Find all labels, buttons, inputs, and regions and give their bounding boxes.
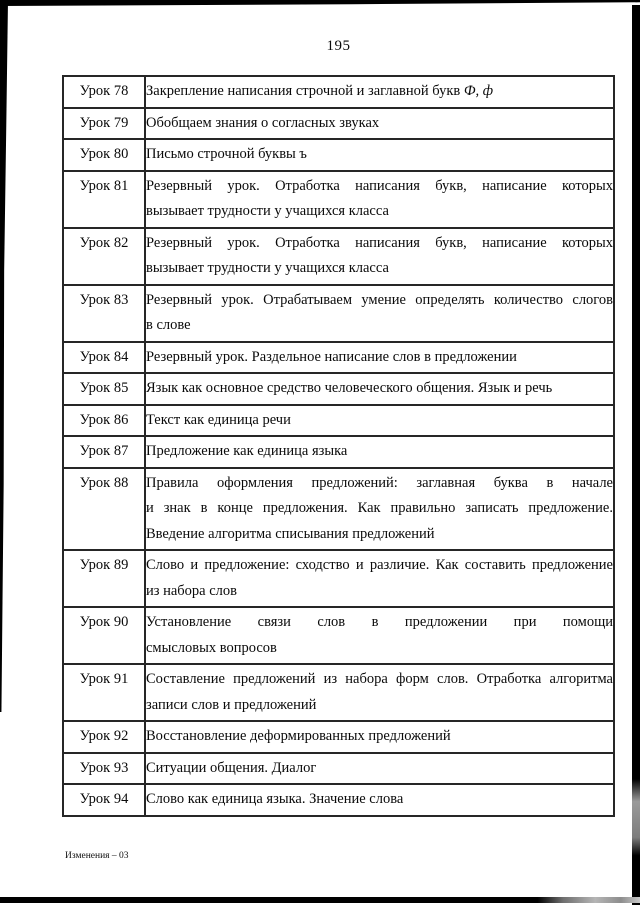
description-line: Текст как единица речи bbox=[146, 411, 291, 428]
lesson-number-cell: Урок 92 bbox=[62, 720, 146, 754]
italic-letters: Ф, ф bbox=[463, 83, 494, 99]
lesson-description-cell: Обобщаем знания о согласных звуках bbox=[144, 106, 615, 140]
table-row: Урок 92 Восстановление деформированных п… bbox=[62, 720, 615, 754]
lesson-number-cell: Урок 79 bbox=[62, 106, 146, 140]
lesson-number-cell: Урок 89 bbox=[62, 549, 146, 608]
table-row: Урок 94 Слово как единица языка. Значени… bbox=[62, 783, 615, 817]
lesson-number-cell: Урок 78 bbox=[62, 75, 146, 109]
lesson-number-cell: Урок 82 bbox=[62, 226, 146, 286]
description-line: Составление предложений из набора форм с… bbox=[146, 671, 613, 687]
lesson-description-cell: Восстановление деформированных предложен… bbox=[144, 720, 615, 754]
table-row: Урок 79 Обобщаем знания о согласных звук… bbox=[62, 106, 615, 140]
description-line: в слове bbox=[146, 317, 191, 333]
description-line: Резервный урок. Отработка написания букв… bbox=[146, 234, 613, 251]
lesson-number-cell: Урок 90 bbox=[62, 606, 146, 665]
lesson-number-cell: Урок 88 bbox=[62, 466, 146, 551]
table-row: Урок 81 Резервный урок. Отработка написа… bbox=[62, 169, 615, 229]
table-row: Урок 80 Письмо строчной буквы ъ bbox=[62, 138, 615, 172]
lesson-number-cell: Урок 85 bbox=[62, 372, 146, 406]
lesson-number-cell: Урок 91 bbox=[62, 663, 146, 722]
description-line: и знак в конце предложения. Как правильн… bbox=[146, 500, 613, 516]
description-line: Правила оформления предложений: заглавна… bbox=[146, 474, 613, 491]
description-line: Слово и предложение: сходство и различие… bbox=[146, 557, 613, 573]
lesson-description-cell: Язык как основное средство человеческого… bbox=[144, 372, 615, 406]
scan-edge-right bbox=[632, 5, 640, 905]
description-line: Введение алгоритма списывания предложени… bbox=[146, 525, 435, 542]
description-line: Восстановление деформированных предложен… bbox=[146, 728, 451, 744]
description-line: Резервный урок. Раздельное написание сло… bbox=[146, 348, 517, 365]
description-line: Резервный урок. Отрабатываем умение опре… bbox=[146, 291, 613, 308]
lesson-description-cell: Слово как единица языка. Значение слова bbox=[144, 783, 615, 817]
table-row: Урок 83 Резервный урок. Отрабатываем уме… bbox=[62, 283, 615, 343]
table-row: Урок 78 Закрепление написания строчной и… bbox=[62, 75, 615, 109]
lesson-number-cell: Урок 86 bbox=[62, 403, 146, 437]
lesson-description-cell: Ситуации общения. Диалог bbox=[144, 751, 615, 785]
description-line: Предложение как единица языка bbox=[146, 443, 348, 459]
scan-edge-left bbox=[0, 0, 8, 712]
lesson-description-cell: Предложение как единица языка bbox=[144, 435, 615, 469]
lesson-description-cell: Резервный урок. Раздельное написание сло… bbox=[144, 340, 615, 374]
lesson-number-cell: Урок 87 bbox=[62, 435, 146, 469]
scan-edge-top bbox=[0, 0, 640, 6]
lesson-description-cell: Закрепление написания строчной и заглавн… bbox=[144, 75, 615, 109]
table-row: Урок 86 Текст как единица речи bbox=[62, 403, 615, 437]
table-row: Урок 93 Ситуации общения. Диалог bbox=[62, 751, 615, 785]
lesson-description-cell: Правила оформления предложений: заглавна… bbox=[144, 466, 615, 551]
lesson-description-cell: Резервный урок. Отработка написания букв… bbox=[144, 226, 615, 286]
lesson-description-cell: Составление предложений из набора форм с… bbox=[144, 663, 615, 722]
table-row: Урок 88 Правила оформления предложений: … bbox=[62, 466, 615, 551]
table-row: Урок 87 Предложение как единица языка bbox=[62, 435, 615, 469]
table-row: Урок 84 Резервный урок. Раздельное напис… bbox=[62, 340, 615, 374]
description-line: вызывает трудности у учащихся класса bbox=[146, 260, 389, 276]
lesson-description-cell: Письмо строчной буквы ъ bbox=[144, 138, 615, 172]
lesson-description-cell: Установление связи слов в предложении пр… bbox=[144, 606, 615, 665]
table-row: Урок 85 Язык как основное средство челов… bbox=[62, 372, 615, 406]
description-line: из набора слов bbox=[146, 582, 238, 599]
scan-edge-bottom bbox=[0, 897, 640, 903]
lesson-number-cell: Урок 81 bbox=[62, 169, 146, 229]
lesson-description-cell: Слово и предложение: сходство и различие… bbox=[144, 549, 615, 608]
description-line: Закрепление написания строчной и заглавн… bbox=[146, 83, 494, 99]
description-line: Обобщаем знания о согласных звуках bbox=[146, 114, 380, 131]
lessons-table: Урок 78 Закрепление написания строчной и… bbox=[62, 75, 615, 817]
description-line: Ситуации общения. Диалог bbox=[146, 759, 317, 776]
table-row: Урок 89 Слово и предложение: сходство и … bbox=[62, 549, 615, 608]
lesson-number-cell: Урок 83 bbox=[62, 283, 146, 343]
table-row: Урок 82 Резервный урок. Отработка написа… bbox=[62, 226, 615, 286]
description-line: Слово как единица языка. Значение слова bbox=[146, 791, 404, 807]
lesson-number-cell: Урок 93 bbox=[62, 751, 146, 785]
description-line: записи слов и предложений bbox=[146, 696, 317, 713]
description-line: Резервный урок. Отработка написания букв… bbox=[146, 177, 613, 194]
lesson-description-cell: Текст как единица речи bbox=[144, 403, 615, 437]
description-line: смысловых вопросов bbox=[146, 639, 277, 656]
description-line: Письмо строчной буквы ъ bbox=[146, 146, 307, 162]
lesson-number-cell: Урок 94 bbox=[62, 783, 146, 817]
description-line: вызывает трудности у учащихся класса bbox=[146, 203, 389, 219]
table-row: Урок 90 Установление связи слов в предло… bbox=[62, 606, 615, 665]
page-number: 195 bbox=[326, 38, 351, 54]
lesson-description-cell: Резервный урок. Отработка написания букв… bbox=[144, 169, 615, 229]
table-row: Урок 91 Составление предложений из набор… bbox=[62, 663, 615, 722]
lesson-number-cell: Урок 84 bbox=[62, 340, 146, 374]
lesson-description-cell: Резервный урок. Отрабатываем умение опре… bbox=[144, 283, 615, 343]
description-line: Язык как основное средство человеческого… bbox=[146, 380, 553, 396]
lesson-number-cell: Урок 80 bbox=[62, 138, 146, 172]
footer-revision-note: Изменения – 03 bbox=[65, 851, 129, 861]
description-line: Установление связи слов в предложении пр… bbox=[146, 614, 613, 630]
